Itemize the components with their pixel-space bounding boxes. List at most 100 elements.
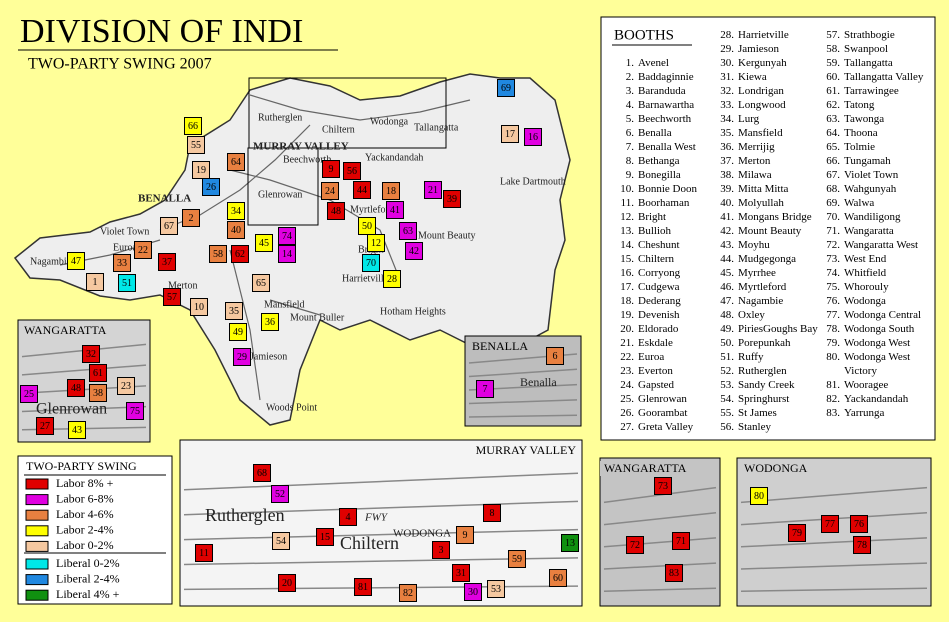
place-name: Rutherglen — [205, 505, 285, 525]
marker-label: 41 — [390, 205, 400, 216]
booth-name: Baranduda — [638, 85, 686, 97]
booth-number: 24. — [620, 379, 634, 391]
booth-item: 30. Kergunyah — [712, 56, 834, 70]
marker-label: 6 — [553, 351, 558, 362]
booth-item: 29. Jamieson — [712, 42, 834, 56]
booth-item: 52. Rutherglen — [712, 364, 834, 378]
booth-number: 61. — [826, 85, 840, 97]
booth-name: PiriesGoughs Bay — [738, 323, 818, 335]
booth-marker: 61 — [89, 364, 107, 382]
inset-road — [740, 562, 928, 570]
marker-box — [134, 241, 152, 259]
booth-item: 42. Mount Beauty — [712, 224, 834, 238]
marker-box — [424, 181, 442, 199]
legend-label: Liberal 0-2% — [56, 556, 120, 570]
marker-box — [367, 234, 385, 252]
marker-box — [383, 270, 401, 288]
legend-label: Labor 4-6% — [56, 507, 114, 521]
marker-label: 55 — [191, 140, 201, 151]
booth-item: 67. Violet Town — [818, 168, 940, 182]
marker-label: 10 — [194, 302, 204, 313]
booth-name: Milawa — [738, 169, 772, 181]
inset-road — [21, 405, 147, 413]
booth-number: 7. — [625, 141, 634, 153]
marker-box — [67, 379, 85, 397]
booth-item: 68. Wahgunyah — [818, 182, 940, 196]
booth-item: 24. Gapsted — [612, 378, 734, 392]
booth-name: Mongans Bridge — [738, 211, 812, 223]
booth-number: 13. — [620, 225, 634, 237]
marker-label: 28 — [387, 274, 397, 285]
legend-label: Labor 8% + — [56, 476, 114, 490]
marker-box — [432, 541, 450, 559]
booth-marker: 58 — [209, 245, 227, 263]
booth-item: 12. Bright — [612, 210, 734, 224]
booth-marker: 11 — [195, 544, 213, 562]
booth-marker: 80 — [750, 487, 768, 505]
marker-box — [82, 345, 100, 363]
inset-road — [183, 472, 579, 491]
place-name: Jamieson — [250, 351, 287, 362]
booth-item: 65. Tolmie — [818, 140, 940, 154]
legend-swatch — [25, 525, 49, 537]
booth-item: 63. Tawonga — [818, 112, 940, 126]
marker-label: 49 — [233, 327, 243, 338]
marker-box — [209, 245, 227, 263]
booth-marker: 30 — [464, 583, 482, 601]
marker-label: 13 — [565, 538, 575, 549]
marker-label: 42 — [409, 246, 419, 257]
marker-box — [252, 274, 270, 292]
booth-number: 26. — [620, 407, 634, 419]
marker-box — [821, 515, 839, 533]
marker-label: 20 — [282, 578, 292, 589]
booth-name: Tawonga — [844, 113, 885, 125]
booth-marker: 71 — [672, 532, 690, 550]
booth-name: Wahgunyah — [844, 183, 897, 195]
booth-marker: 50 — [358, 217, 376, 235]
booth-item: 55. St James — [712, 406, 834, 420]
marker-label: 7 — [483, 384, 488, 395]
booth-number: 10. — [620, 183, 634, 195]
booth-name: Tallangatta — [844, 57, 893, 69]
booth-name: Bethanga — [638, 155, 680, 167]
booth-name: Wodonga Central — [844, 309, 922, 321]
booth-marker: 25 — [20, 385, 38, 403]
marker-label: 53 — [491, 584, 501, 595]
marker-box — [113, 254, 131, 272]
booth-number: 58. — [826, 43, 840, 55]
booth-marker: 7 — [476, 380, 494, 398]
booth-number: 47. — [720, 295, 734, 307]
marker-label: 39 — [447, 194, 457, 205]
inset-road — [468, 399, 578, 405]
booth-number: 69. — [826, 197, 840, 209]
booth-name: Goorambat — [638, 407, 688, 419]
booth-item: 20. Eldorado — [612, 322, 734, 336]
booth-marker: 77 — [821, 515, 839, 533]
booth-number: 5. — [625, 113, 634, 125]
booth-name: Rutherglen — [738, 365, 787, 377]
marker-box — [508, 550, 526, 568]
booth-number: 68. — [826, 183, 840, 195]
booth-marker: 37 — [158, 253, 176, 271]
marker-label: 35 — [229, 306, 239, 317]
booth-item: 75. Whorouly — [818, 280, 940, 294]
booth-marker: 83 — [665, 564, 683, 582]
marker-box — [117, 377, 135, 395]
marker-label: 72 — [630, 540, 640, 551]
booth-item: 44. Mudgegonga — [712, 252, 834, 266]
booth-name: Mudgegonga — [738, 253, 797, 265]
marker-box — [386, 201, 404, 219]
booth-marker: 6 — [546, 347, 564, 365]
booth-item: 18. Dederang — [612, 294, 734, 308]
booth-marker: 29 — [233, 348, 251, 366]
booth-number: 12. — [620, 211, 634, 223]
marker-box — [399, 222, 417, 240]
title: DIVISION OF INDI — [20, 13, 303, 50]
marker-box — [182, 209, 200, 227]
booth-item: 66. Tungamah — [818, 154, 940, 168]
booth-item: 71. Wangaratta — [818, 224, 940, 238]
legend-swatch — [25, 558, 49, 570]
place-name: BENALLA — [138, 193, 191, 205]
booth-name: Eldorado — [638, 323, 679, 335]
booth-number: 18. — [620, 295, 634, 307]
